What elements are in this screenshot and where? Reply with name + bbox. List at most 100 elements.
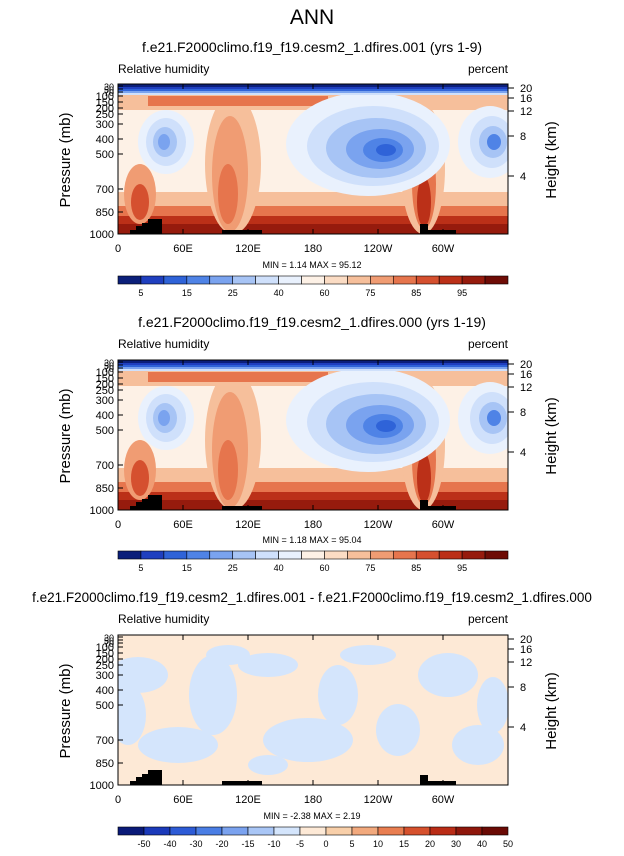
y-tick-label: 30: [104, 633, 114, 643]
panel-3-ylabel: Pressure (mb): [57, 663, 74, 758]
colorbar-swatch: [255, 550, 279, 560]
colorbar-label: 10: [373, 839, 383, 849]
panel-3-colorbar: -50 -40 -30 -20 -15 -10 -5 0 5 10 15 20 30 40 50: [117, 826, 513, 849]
colorbar-swatch: [140, 550, 165, 560]
colorbar-swatch: [221, 826, 249, 836]
panel-3-ylabel-right: Height (km): [543, 672, 560, 750]
y-tick-label: 850: [96, 483, 114, 495]
panel-3-stats: MIN = -2.38 MAX = 2.19: [263, 811, 360, 821]
colorbar-label: -50: [137, 839, 150, 849]
y-tick-label: 250: [96, 660, 114, 672]
right-tick-label: 8: [520, 407, 526, 419]
x-tick-label: 60W: [432, 794, 455, 806]
contour-region: [158, 134, 170, 150]
colorbar-label: 50: [503, 839, 513, 849]
y-tick-label: 100: [96, 642, 114, 654]
colorbar-swatch: [195, 826, 223, 836]
panel-3-field: [118, 635, 508, 785]
contour-region: [118, 685, 146, 745]
contour-region: [218, 164, 238, 224]
colorbar-swatch: [163, 550, 188, 560]
colorbar-swatch: [484, 550, 509, 560]
y-tick-label: 700: [96, 184, 114, 196]
colorbar-label: 5: [138, 563, 143, 573]
y-tick-label: 200: [96, 654, 114, 666]
colorbar-swatch: [351, 826, 379, 836]
colorbar-swatch: [117, 275, 142, 285]
panel-1: f.e21.F2000climo.f19_f19.cesm2_1.dfires.…: [57, 39, 560, 298]
terrain-mask: [420, 775, 456, 785]
colorbar-label: 20: [425, 839, 435, 849]
colorbar-label: 85: [411, 563, 421, 573]
colorbar-label: 15: [182, 563, 192, 573]
y-tick-label: 70: [104, 639, 114, 649]
contour-region: [118, 93, 508, 95]
colorbar-label: 0: [323, 839, 328, 849]
contour-region: [487, 134, 501, 150]
colorbar-label: 40: [477, 839, 487, 849]
colorbar-swatch: [455, 826, 483, 836]
colorbar-swatch: [438, 550, 463, 560]
colorbar-swatch: [403, 826, 431, 836]
contour-region: [376, 420, 396, 432]
y-tick-label: 150: [96, 648, 114, 660]
colorbar-swatch: [415, 550, 440, 560]
panel-1-variable-label: Relative humidity: [118, 62, 209, 76]
x-tick-label: 180: [304, 519, 322, 531]
colorbar-swatch: [209, 275, 234, 285]
colorbar-swatch: [415, 275, 440, 285]
contour-region: [118, 365, 508, 367]
colorbar-swatch: [169, 826, 197, 836]
panel-2-plot-area: [117, 359, 509, 511]
colorbar-label: 15: [182, 288, 192, 298]
panel-2-units-label: percent: [468, 337, 509, 351]
colorbar-label: 15: [399, 839, 409, 849]
terrain-mask: [130, 770, 162, 785]
y-tick-label: 100: [96, 91, 114, 103]
x-tick-label: 0: [115, 794, 121, 806]
y-tick-label: 1000: [90, 505, 114, 517]
contour-region: [131, 184, 149, 220]
contour-region: [218, 440, 238, 500]
colorbar-label: 25: [228, 288, 238, 298]
contour-region: [417, 177, 431, 227]
colorbar-swatch: [301, 550, 325, 560]
colorbar-label: 5: [349, 839, 354, 849]
colorbar-swatch: [347, 550, 371, 560]
panel-3-plot-area: [117, 634, 509, 786]
colorbar-swatch: [392, 275, 417, 285]
colorbar-swatch: [392, 550, 417, 560]
y-tick-label: 70: [104, 88, 114, 98]
x-tick-label: 120W: [364, 243, 393, 255]
colorbar-label: 95: [457, 288, 467, 298]
y-tick-label: 30: [104, 358, 114, 368]
contour-region: [138, 727, 218, 763]
colorbar-label: 40: [274, 563, 284, 573]
contour-region: [148, 372, 328, 382]
right-tick-label: 20: [520, 359, 532, 371]
right-tick-label: 12: [520, 382, 532, 394]
colorbar-label: -5: [296, 839, 304, 849]
terrain-mask: [130, 495, 162, 510]
terrain-mask: [222, 506, 262, 510]
colorbar-label: 75: [365, 288, 375, 298]
x-tick-label: 0: [115, 519, 121, 531]
y-tick-label: 300: [96, 119, 114, 131]
panel-3-title: f.e21.F2000climo.f19_f19.cesm2_1.dfires.…: [32, 590, 592, 605]
x-tick-label: 120W: [364, 794, 393, 806]
colorbar-swatch: [299, 826, 327, 836]
colorbar-label: -15: [241, 839, 254, 849]
right-tick-label: 4: [520, 171, 526, 183]
colorbar-swatch: [163, 275, 188, 285]
y-tick-label: 50: [104, 361, 114, 371]
panel-1-ylabel: Pressure (mb): [57, 112, 74, 207]
colorbar-swatch: [117, 550, 142, 560]
contour-region: [118, 657, 168, 693]
y-tick-label: 70: [104, 364, 114, 374]
panel-1-stats: MIN = 1.14 MAX = 95.12: [262, 260, 361, 270]
terrain-mask: [222, 781, 262, 785]
terrain-mask: [420, 500, 456, 510]
right-tick-label: 8: [520, 682, 526, 694]
